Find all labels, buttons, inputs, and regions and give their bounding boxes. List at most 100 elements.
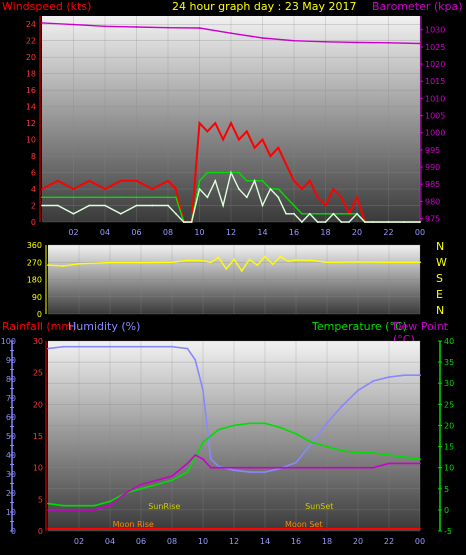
series-humidity-point [186, 347, 189, 350]
series-speed-point [316, 221, 319, 223]
series-gust-point [206, 130, 209, 133]
series-gust-point [230, 122, 232, 125]
series-temperature-point [202, 441, 204, 444]
series-humidity-point [171, 345, 173, 348]
rainfall-tick-label: 20 [33, 400, 43, 409]
temperature-tick-label: 5 [444, 485, 449, 494]
rainfall-tick-label: 15 [33, 432, 43, 441]
barometer-tick-label: 1005 [425, 112, 445, 121]
series-avg-point [324, 212, 327, 215]
direction-tick-label: 90 [32, 293, 42, 302]
series-temperature-point [419, 458, 421, 461]
series-barometer-point [135, 26, 138, 28]
series-gust-point [41, 188, 43, 190]
series-gust-point [56, 179, 59, 182]
series-humidity-point [47, 347, 49, 350]
barometer-tick-label: 975 [425, 215, 440, 224]
series-humidity-point [264, 471, 266, 473]
series-dewpoint-point [186, 462, 189, 465]
series-gust-point [222, 138, 225, 141]
series-dewpoint-point [140, 483, 142, 486]
event-label-sunrise: SunRise [148, 502, 180, 511]
hour-tick-label: 14 [257, 228, 267, 237]
humidity-tick-label: 80 [6, 375, 16, 384]
series-direction-point [357, 260, 359, 263]
series-dewpoint-point [217, 466, 220, 469]
series-speed-point [324, 221, 327, 223]
series-gust-point [332, 188, 335, 190]
wind-tick-label: 4 [31, 185, 36, 194]
series-temperature-point [233, 424, 235, 427]
series-temperature-point [341, 449, 344, 452]
series-avg-point [300, 212, 303, 215]
temperature-tick-label: 35 [444, 358, 454, 367]
barometer-tick-label: 1030 [425, 26, 445, 35]
series-direction-point [186, 259, 189, 262]
series-speed-point [104, 204, 106, 207]
series-speed-point [56, 204, 59, 207]
series-speed-point [363, 221, 366, 223]
series-gust-point [151, 188, 154, 190]
hour-tick-label: 02 [68, 228, 78, 237]
series-temperature-point [171, 479, 173, 482]
series-gust-point [308, 179, 311, 182]
wind-tick-label: 2 [31, 202, 36, 211]
series-gust-point [237, 138, 240, 141]
hour-tick-label: 08 [167, 537, 177, 546]
series-temperature-point [295, 432, 297, 435]
series-avg-point [56, 196, 59, 199]
series-barometer-point [261, 37, 264, 39]
series-speed-point [245, 196, 248, 199]
hour-tick-label: 10 [198, 537, 208, 546]
temperature-tick-label: 20 [444, 421, 454, 430]
series-dewpoint-point [403, 462, 406, 465]
temperature-tick-label: 0 [444, 506, 449, 515]
series-speed-point [371, 221, 374, 223]
series-dewpoint-point [155, 479, 158, 482]
humidity-tick-label: 60 [6, 413, 16, 422]
series-dewpoint-point [357, 466, 359, 469]
series-dewpoint-point [372, 466, 375, 469]
barometer-tick-label: 1025 [425, 43, 445, 52]
wind-tick-label: 20 [26, 53, 36, 62]
series-temperature-point [310, 441, 313, 444]
series-direction-point [109, 261, 111, 264]
series-humidity-point [233, 469, 235, 472]
series-speed-point [167, 204, 169, 207]
series-temperature-point [264, 422, 266, 425]
event-label-moon-rise: Moon Rise [113, 520, 154, 529]
series-dewpoint-point [124, 492, 127, 494]
series-avg-line [42, 171, 420, 223]
series-speed-point [88, 204, 91, 207]
wind-tick-label: 6 [31, 169, 36, 178]
hour-tick-label: 18 [322, 537, 332, 546]
series-avg-point [119, 196, 122, 199]
series-speed-point [151, 204, 154, 207]
hour-tick-label: 04 [100, 228, 110, 237]
wind-tick-label: 18 [26, 70, 36, 79]
series-speed-point [269, 188, 272, 190]
hour-tick-label: 16 [291, 537, 301, 546]
series-avg-point [277, 188, 280, 190]
series-barometer-point [293, 39, 295, 42]
series-dewpoint-point [47, 508, 49, 511]
series-speed-point [230, 171, 232, 174]
temperature-tick-label: 10 [444, 464, 454, 473]
series-humidity-point [217, 465, 220, 468]
temperature-tick-label: 15 [444, 443, 454, 452]
series-gust-point [214, 122, 217, 125]
series-avg-point [167, 196, 169, 199]
temperature-tick-label: 25 [444, 400, 454, 409]
series-gust-point [174, 188, 177, 190]
series-avg-point [261, 179, 264, 182]
series-direction-point [171, 261, 173, 264]
series-direction-point [256, 264, 259, 267]
series-avg-point [206, 171, 209, 174]
series-dewpoint-point [78, 508, 80, 511]
event-label-moon-set: Moon Set [285, 520, 322, 529]
direction-tick-label: 180 [27, 276, 42, 285]
direction-tick-label: 360 [27, 241, 42, 250]
series-avg-point [245, 179, 248, 182]
